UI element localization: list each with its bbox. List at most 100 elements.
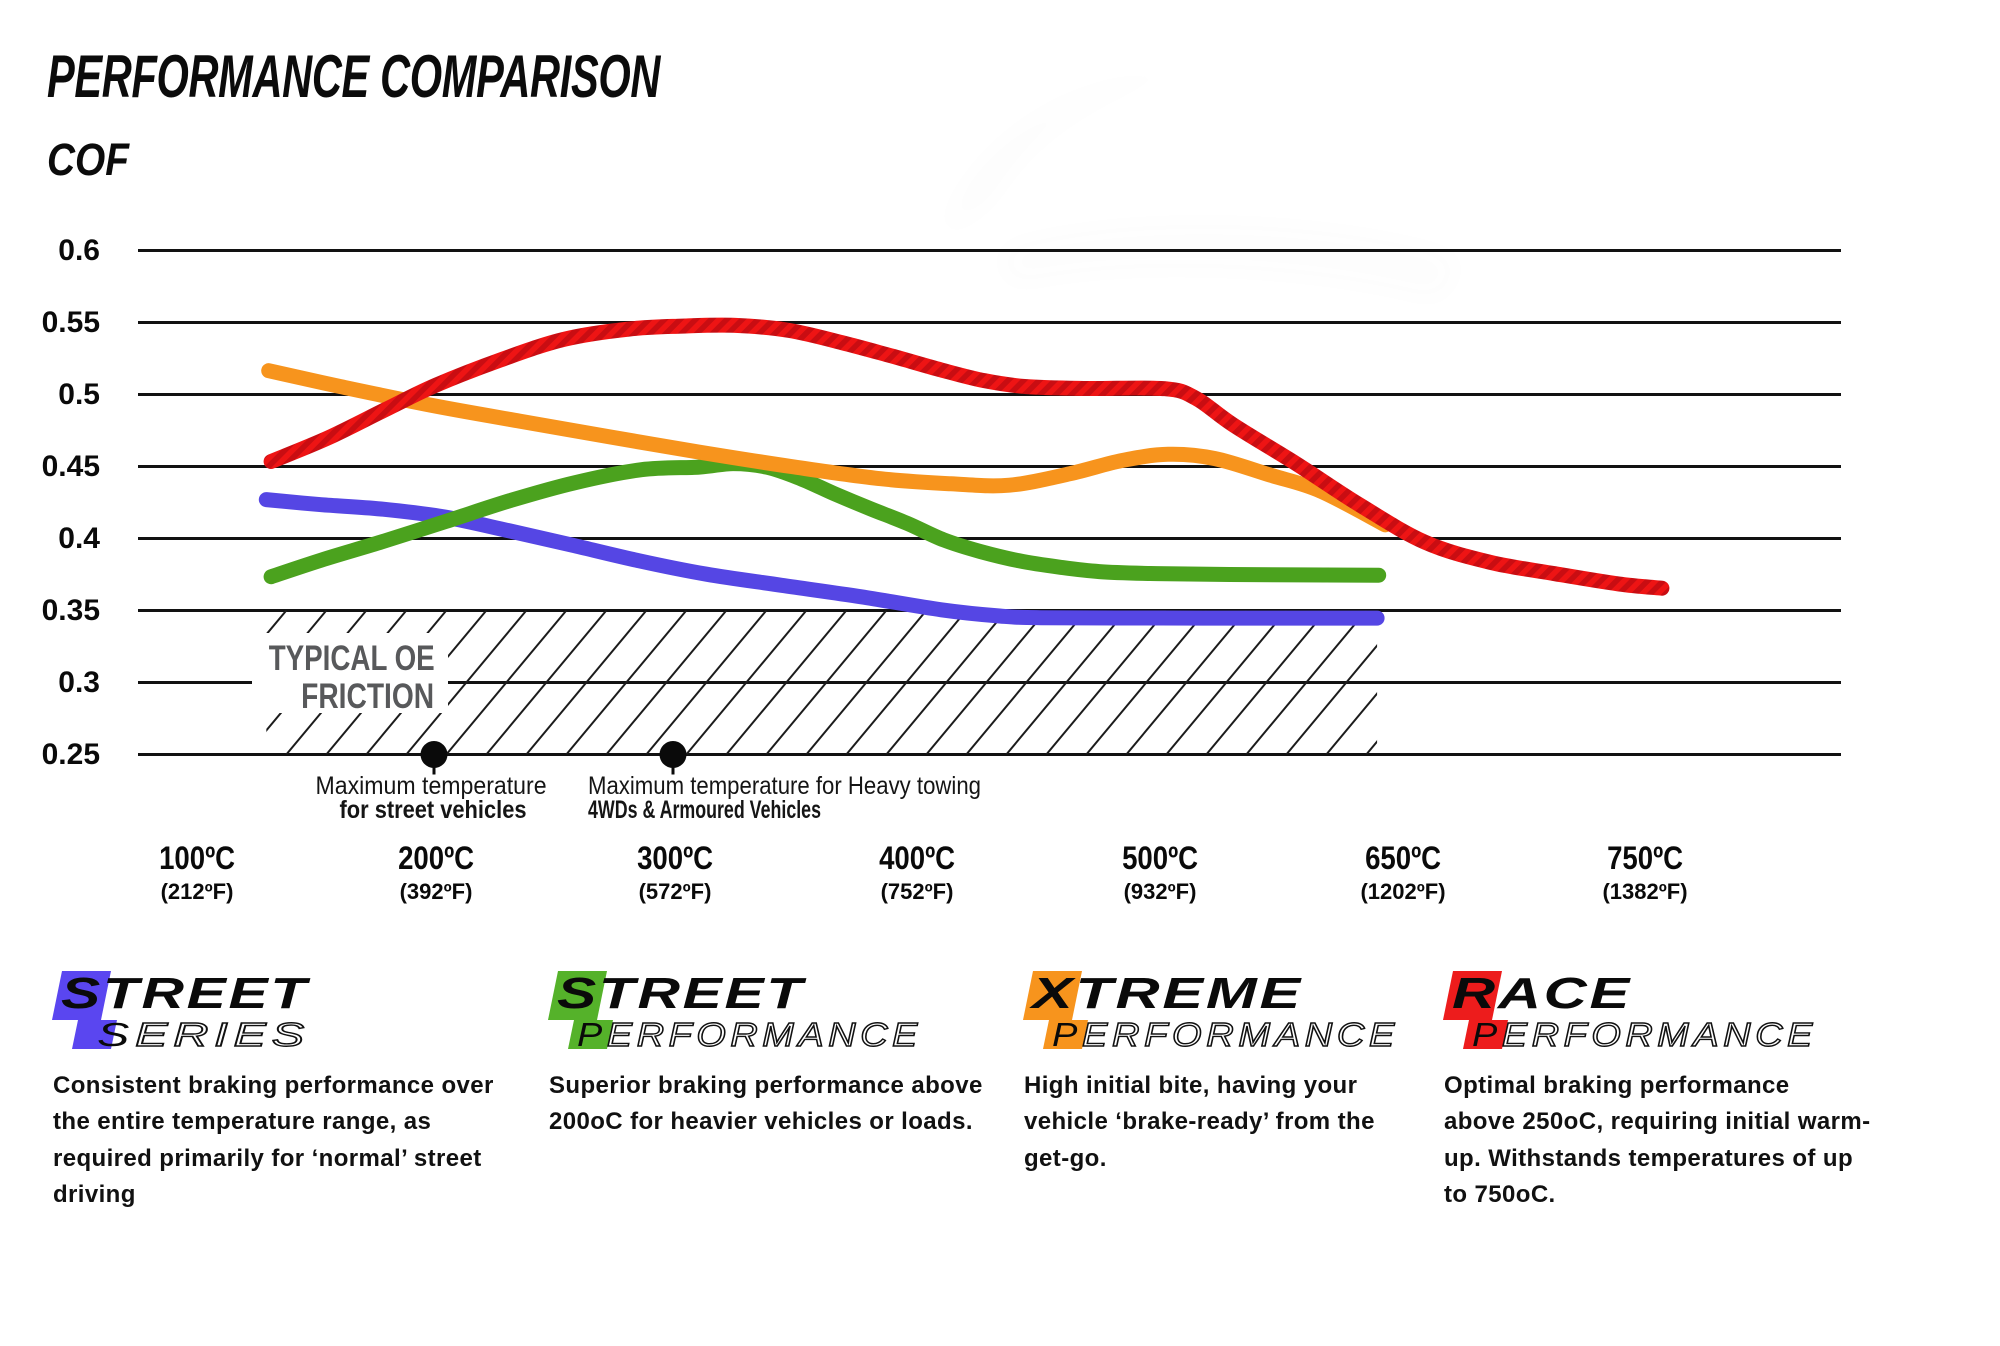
word2-rest: ERFORMANCE bbox=[1081, 1015, 1400, 1053]
x-tick-fahrenheit-3: (572ºF) bbox=[638, 879, 712, 904]
flag-bottom-parallelogram bbox=[1043, 1020, 1088, 1049]
x-tick-fahrenheit-1: (212ºF) bbox=[160, 879, 234, 904]
xtreme-performance-logo-flag bbox=[1023, 971, 1088, 1049]
hatch-line bbox=[1285, 644, 1378, 755]
y-tick-label-0.5: 0.5 bbox=[58, 377, 100, 411]
word2-rest: ERFORMANCE bbox=[606, 1015, 922, 1053]
flag-top-parallelogram bbox=[1443, 971, 1502, 1020]
legend-description: Optimal braking performance above 250oC,… bbox=[1444, 1072, 1871, 1209]
y-tick-label-0.4: 0.4 bbox=[58, 521, 100, 555]
legend-brand-word1: RACE bbox=[1452, 969, 1633, 1019]
hatch-line bbox=[605, 610, 728, 755]
x-tick-celsius-5: 500ºC bbox=[1122, 840, 1198, 876]
hatch-line bbox=[1205, 610, 1328, 755]
hatch-line bbox=[805, 610, 928, 755]
word2-first-letter: P bbox=[1052, 1015, 1083, 1053]
marker-dot-200C bbox=[420, 741, 448, 768]
flag-bottom-parallelogram bbox=[72, 1020, 117, 1049]
oe-friction-hatch bbox=[266, 610, 1378, 755]
x-tick-celsius-6: 650ºC bbox=[1365, 840, 1441, 876]
annotation-towing-line1: Maximum temperature for Heavy towing bbox=[588, 772, 982, 800]
legend-brand-word2: PERFORMANCE bbox=[1472, 1015, 1817, 1053]
cof-curves bbox=[258, 317, 1670, 626]
legend-brand-word2: SERIES bbox=[97, 1015, 310, 1053]
race-performance-logo-flag bbox=[1443, 971, 1508, 1049]
annotation-towing-line2: 4WDs & Armoured Vehicles bbox=[588, 796, 821, 824]
annotation-street-line1: Maximum temperature bbox=[315, 772, 547, 800]
curve-xtreme-performance bbox=[261, 363, 1393, 533]
hatch-line bbox=[925, 610, 1048, 755]
legend-brand-word2: PERFORMANCE bbox=[1052, 1015, 1400, 1053]
hatch-line bbox=[965, 610, 1088, 755]
hatch-line bbox=[1165, 610, 1288, 755]
curve-street-series bbox=[258, 492, 1385, 626]
x-tick-fahrenheit-5: (932ºF) bbox=[1123, 879, 1197, 904]
typical-oe-friction-region bbox=[252, 610, 1378, 755]
legend-description: Consistent braking performance over the … bbox=[53, 1072, 494, 1209]
x-tick-celsius-3: 300ºC bbox=[637, 840, 713, 876]
legend-brand-word1: STREET bbox=[557, 969, 806, 1019]
x-tick-fahrenheit-2: (392ºF) bbox=[399, 879, 473, 904]
y-tick-label-0.25: 0.25 bbox=[41, 737, 100, 771]
word2-rest: ERFORMANCE bbox=[1501, 1015, 1817, 1053]
y-tick-label-0.55: 0.55 bbox=[41, 305, 100, 339]
hatch-line bbox=[525, 610, 648, 755]
x-tick-celsius-7: 750ºC bbox=[1607, 840, 1683, 876]
y-tick-label-0.3: 0.3 bbox=[58, 665, 100, 699]
hatch-line bbox=[445, 610, 568, 755]
oe-label-backdrop bbox=[252, 633, 448, 713]
legend-brand-word1: XTREME bbox=[1032, 969, 1304, 1019]
flag-top-parallelogram bbox=[1023, 971, 1082, 1020]
marker-dot-300C bbox=[659, 741, 687, 768]
hatch-line bbox=[1045, 610, 1168, 755]
y-axis-title: COF bbox=[47, 133, 130, 185]
x-tick-fahrenheit-6: (1202ºF) bbox=[1360, 879, 1446, 904]
watermark-arc bbox=[940, 66, 1440, 240]
x-tick-celsius-4: 400ºC bbox=[879, 840, 955, 876]
oe-region-label-line2: FRICTION bbox=[301, 676, 435, 716]
y-tick-label-0.6: 0.6 bbox=[58, 233, 100, 267]
x-tick-fahrenheit-7: (1382ºF) bbox=[1602, 879, 1688, 904]
x-tick-fahrenheit-4: (752ºF) bbox=[880, 879, 954, 904]
curve-street-performance bbox=[263, 456, 1387, 585]
hatch-line bbox=[685, 610, 808, 755]
legend-brand-word1: STREET bbox=[61, 969, 310, 1019]
word2-first-letter: S bbox=[97, 1015, 136, 1053]
street-series-logo-flag bbox=[52, 971, 117, 1049]
flag-bottom-parallelogram bbox=[1463, 1020, 1508, 1049]
flag-bottom-parallelogram bbox=[568, 1020, 613, 1049]
watermark-swoosh bbox=[940, 66, 1460, 300]
hatch-line bbox=[845, 610, 968, 755]
hatch-line bbox=[1085, 610, 1208, 755]
hatch-line bbox=[1325, 692, 1378, 755]
temperature-markers bbox=[420, 741, 687, 775]
legend-item-xtreme-performance: XTREME PERFORMANCE High initial bite, ha… bbox=[1023, 967, 1544, 1307]
street-performance-logo-flag bbox=[548, 971, 613, 1049]
watermark-band bbox=[1000, 225, 1460, 300]
y-tick-label-0.45: 0.45 bbox=[41, 449, 100, 483]
y-tick-label-0.35: 0.35 bbox=[41, 593, 100, 627]
hatch-line bbox=[1245, 610, 1368, 755]
chart-title: PERFORMANCE COMPARISON bbox=[47, 43, 661, 111]
word2-first-letter: P bbox=[1472, 1015, 1502, 1053]
legend-item-race-performance: RACE PERFORMANCE Optimal braking perform… bbox=[1443, 967, 1964, 1307]
hatch-line bbox=[765, 610, 888, 755]
curve-race-performance bbox=[263, 317, 1670, 596]
hatch-line bbox=[405, 610, 528, 755]
legend-description: Superior braking performance above 200oC… bbox=[549, 1072, 983, 1136]
hatch-line bbox=[485, 610, 608, 755]
legend-description: High initial bite, having your vehicle ‘… bbox=[1024, 1072, 1375, 1172]
hatch-line bbox=[885, 610, 1008, 755]
word2-first-letter: P bbox=[577, 1015, 607, 1053]
hatch-line bbox=[565, 610, 688, 755]
flag-top-parallelogram bbox=[548, 971, 607, 1020]
annotation-street-line2: for street vehicles bbox=[339, 796, 527, 824]
legend-item-street-performance: STREET PERFORMANCE Superior braking perf… bbox=[548, 967, 1069, 1307]
hatch-line bbox=[725, 610, 848, 755]
hatch-line bbox=[645, 610, 768, 755]
legend-brand-word2: PERFORMANCE bbox=[577, 1015, 922, 1053]
legend-item-street-series: STREET SERIES Consistent braking perform… bbox=[52, 967, 573, 1307]
flag-top-parallelogram bbox=[52, 971, 111, 1020]
